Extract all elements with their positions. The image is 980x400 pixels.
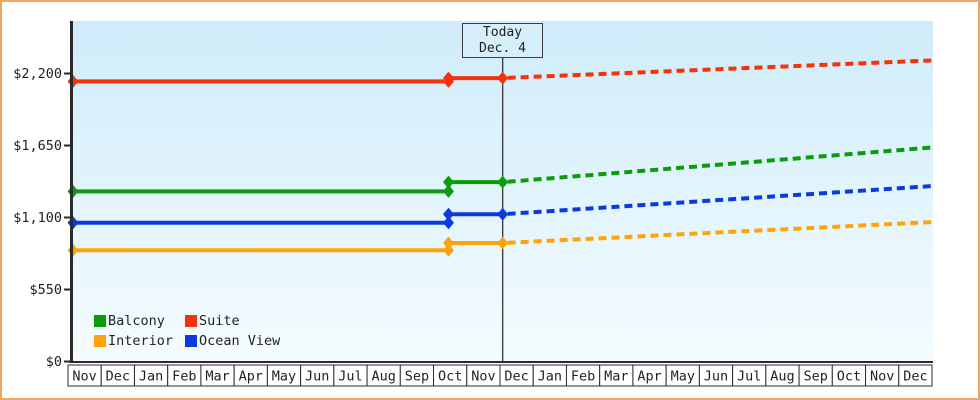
today-annotation-line2: Dec. 4 (479, 40, 526, 56)
legend-label-suite: Suite (199, 312, 240, 329)
data-point-marker (442, 236, 454, 250)
y-tick-label: $1,100 (13, 210, 62, 226)
month-label: Jul (737, 369, 761, 385)
data-point-marker (442, 216, 454, 230)
y-tick-label: $550 (29, 282, 62, 298)
data-point-marker (497, 236, 509, 250)
month-label: Jun (305, 369, 329, 385)
legend-item-ocean-view: Ocean View (185, 332, 281, 349)
month-label: Apr (637, 369, 661, 385)
month-label: May (671, 369, 695, 385)
month-label: Nov (72, 369, 96, 385)
data-point-marker (442, 184, 454, 198)
month-label: Dec (504, 369, 528, 385)
month-label: Jul (338, 369, 362, 385)
legend-label-interior: Interior (108, 332, 174, 349)
data-point-marker (497, 207, 509, 221)
month-label: Mar (604, 369, 628, 385)
month-label: Dec (106, 369, 130, 385)
legend-item-suite: Suite (185, 312, 280, 329)
month-label: Aug (770, 369, 794, 385)
suite-color-swatch (185, 314, 197, 327)
data-point-marker (497, 71, 509, 85)
chart-legend: Balcony Suite Interior Ocean View (94, 312, 281, 349)
month-label: Oct (438, 369, 462, 385)
today-annotation-line1: Today (482, 24, 523, 40)
data-point-marker (442, 175, 454, 189)
legend-label-balcony: Balcony (108, 312, 165, 329)
y-tick-label: $0 (46, 354, 62, 370)
month-label: Mar (205, 369, 229, 385)
legend-item-balcony: Balcony (94, 312, 185, 329)
forecast-line-ocean-view (502, 184, 933, 217)
legend-item-interior: Interior (94, 332, 185, 349)
data-point-marker (442, 71, 454, 85)
today-annotation: Today Dec. 4 (462, 23, 543, 58)
y-tick-label: $1,650 (13, 138, 62, 154)
month-cell (898, 364, 933, 387)
month-label: Jun (704, 369, 728, 385)
forecast-line-balcony (502, 145, 933, 185)
interior-color-swatch (94, 334, 106, 347)
data-point-marker (442, 207, 454, 221)
month-label: Jan (538, 369, 562, 385)
legend-label-ocean-view: Ocean View (199, 332, 281, 349)
balcony-color-swatch (94, 314, 106, 327)
data-point-marker (497, 175, 509, 189)
month-label: Apr (239, 369, 263, 385)
forecast-line-interior (502, 220, 933, 246)
month-label: Oct (837, 369, 861, 385)
month-label: Feb (172, 369, 196, 385)
month-label: Sep (803, 369, 827, 385)
month-label: Aug (371, 369, 395, 385)
month-label: Nov (870, 369, 894, 385)
y-tick-label: $2,200 (13, 66, 62, 82)
month-label: Sep (405, 369, 429, 385)
month-label: May (272, 369, 296, 385)
month-label: Jan (139, 369, 163, 385)
month-label: Dec (903, 369, 927, 385)
ocean-view-color-swatch (185, 334, 197, 347)
month-label: Nov (471, 369, 495, 385)
forecast-line-suite (502, 58, 933, 81)
month-label: Feb (571, 369, 595, 385)
data-point-marker (442, 243, 454, 257)
